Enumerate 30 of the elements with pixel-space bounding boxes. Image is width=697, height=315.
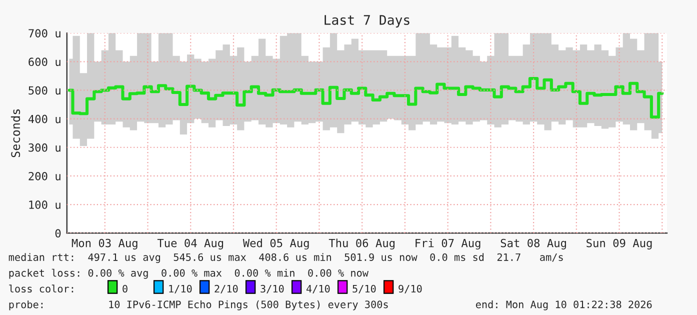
text: 10 IPv6-ICMP Echo Pings (500 Bytes) every 300s [109,300,388,310]
y-tick-label: 300 u [28,143,60,152]
y-tick-label: 400 u [28,114,60,124]
text: packet loss: 0.00 % avg 0.00 % max 0.00 % min 0.00 % now [9,268,369,279]
text: probe: [9,300,43,310]
x-tick-label: Sat 08 Aug [500,238,566,250]
text: 1/10 [169,284,192,294]
text: loss color: [9,284,74,293]
y-tick-label: 100 u [29,200,60,209]
text: 4/10 [306,284,330,294]
x-tick-label: Thu 06 Aug [328,238,394,250]
text: 9/10 [398,284,422,294]
y-tick-label: 200 u [28,172,60,180]
y-tick-label: 500 u [28,86,60,95]
text: median rtt: 497.1 us avg 545.6 us max 408.6 us min 501.9 us now 0.0 ms sd 21.7 am/s [8,253,563,264]
text: 3/10 [260,284,284,294]
x-tick-label: Wed 05 Aug [242,238,309,250]
text: end: Mon Aug 10 01:22:38 2026 [476,300,652,310]
y-tick-label: 600 u [28,58,60,66]
y-tick-label: 0 [55,229,61,238]
y-tick-label: 700 u [28,29,60,38]
text: 5/10 [352,284,376,294]
x-tick-label: Sun 09 Aug [586,238,652,250]
chart-title: Last 7 Days [324,15,410,28]
x-tick-label: Tue 04 Aug [157,238,224,250]
y-axis-title: Seconds [10,109,20,158]
text: 0 [122,284,128,293]
text: 2/10 [214,284,238,294]
x-tick-label: Fri 07 Aug [416,238,480,250]
x-tick-label: Mon 03 Aug [72,238,138,250]
